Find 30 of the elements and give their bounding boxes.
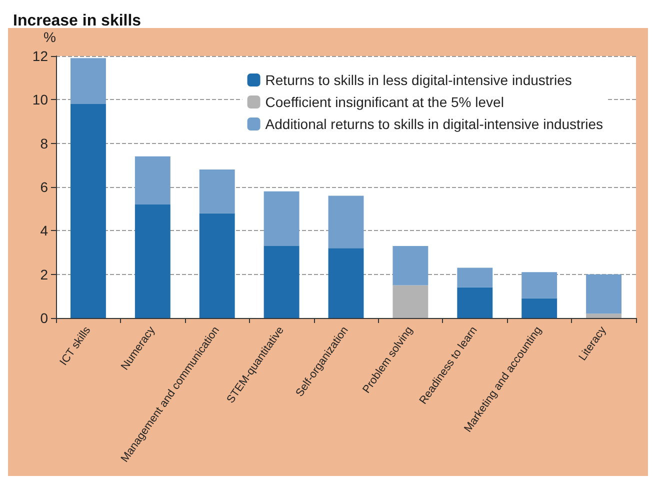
legend-label: Returns to skills in less digital-intensive industries [265, 72, 572, 88]
bar [264, 246, 300, 318]
bar [264, 191, 300, 246]
bar [457, 287, 493, 318]
bar [586, 274, 622, 314]
y-tick-label: 0 [40, 310, 48, 326]
bar [70, 58, 106, 104]
chart-title: Increase in skills [13, 12, 142, 30]
bar [70, 104, 106, 318]
legend-label: Additional returns to skills in digital-intensive industries [265, 116, 604, 132]
y-tick-label: 2 [40, 266, 48, 282]
bar [134, 156, 170, 204]
bar [199, 213, 235, 318]
bar [134, 204, 170, 318]
bar [328, 248, 364, 318]
bar [392, 285, 428, 318]
y-tick-label: 6 [40, 179, 48, 195]
y-tick-label: 12 [32, 48, 48, 64]
bar [457, 268, 493, 288]
bar [199, 170, 235, 214]
bar [392, 246, 428, 286]
y-tick-label: 4 [40, 222, 48, 239]
y-tick-label: 10 [32, 92, 48, 108]
bar [328, 196, 364, 248]
bar [522, 272, 558, 298]
bar [522, 298, 558, 318]
y-tick-label: 8 [40, 135, 48, 152]
y-axis-title: % [44, 29, 56, 45]
bar [586, 314, 622, 318]
legend-label: Coefficient insignificant at the 5% level [265, 94, 504, 110]
